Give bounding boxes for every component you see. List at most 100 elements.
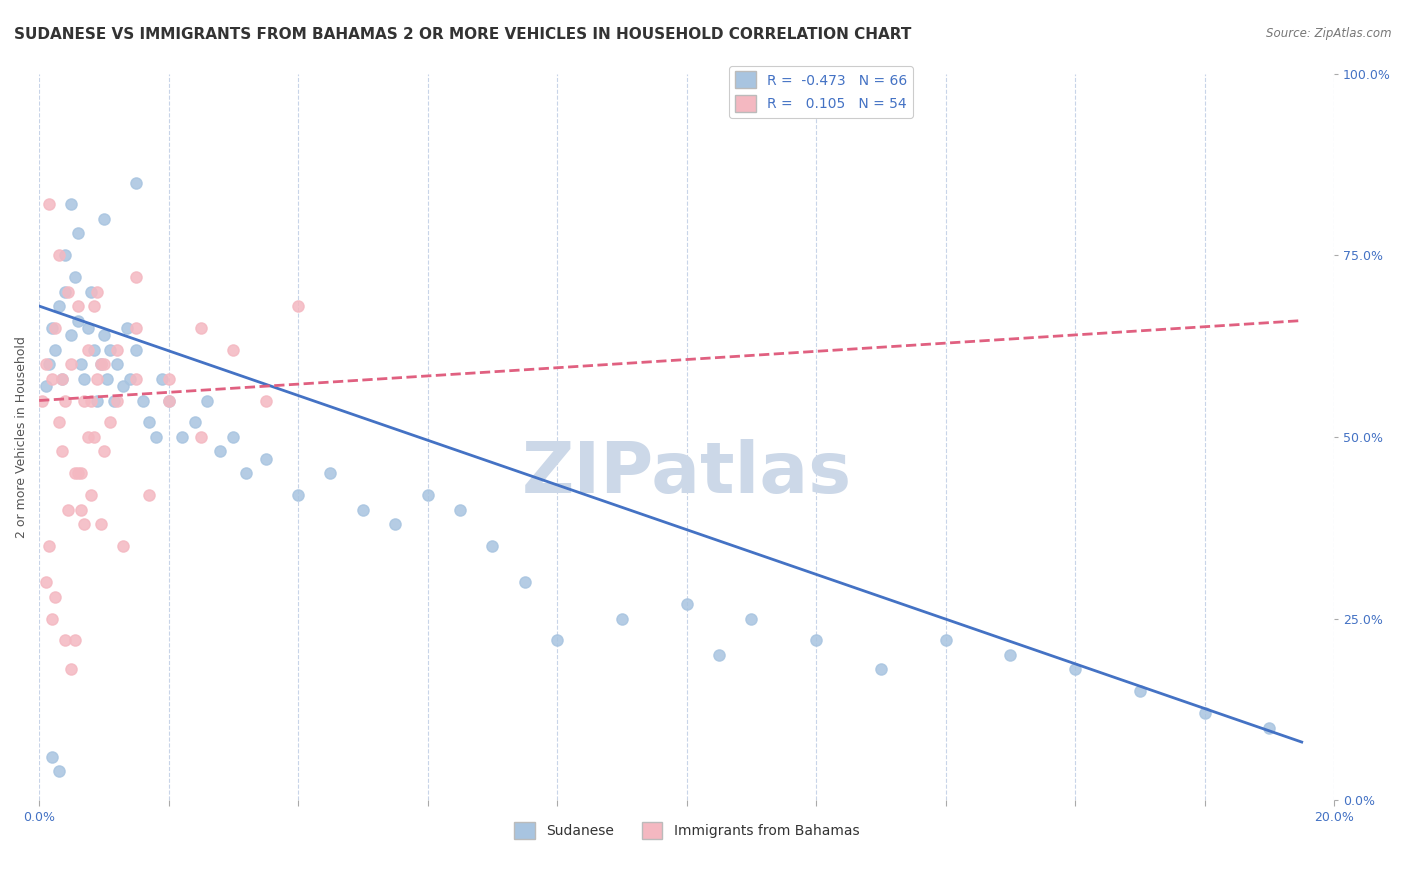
- Point: [38, 197, 60, 211]
- Point: [125, 343, 148, 357]
- Point: [41, 372, 63, 386]
- Y-axis label: 2 or more Vehicles in Household: 2 or more Vehicles in Household: [15, 336, 28, 538]
- Point: [53, 633, 76, 648]
- Point: [34, 357, 56, 371]
- Point: [76, 430, 98, 444]
- Point: [51, 444, 73, 458]
- Point: [209, 444, 232, 458]
- Point: [190, 430, 212, 444]
- Point: [93, 328, 115, 343]
- Point: [60, 662, 83, 676]
- Point: [38, 357, 60, 371]
- Point: [112, 539, 135, 553]
- Point: [157, 372, 180, 386]
- Point: [1194, 706, 1216, 720]
- Point: [58, 502, 80, 516]
- Point: [112, 379, 135, 393]
- Point: [83, 343, 105, 357]
- Point: [105, 343, 128, 357]
- Point: [1129, 684, 1152, 698]
- Point: [51, 372, 73, 386]
- Point: [80, 393, 103, 408]
- Point: [90, 517, 112, 532]
- Point: [93, 211, 115, 226]
- Point: [98, 343, 121, 357]
- Point: [804, 633, 827, 648]
- Point: [63, 633, 86, 648]
- Point: [60, 197, 83, 211]
- Point: [76, 343, 98, 357]
- Point: [352, 502, 374, 516]
- Point: [66, 299, 89, 313]
- Point: [105, 357, 128, 371]
- Point: [90, 357, 112, 371]
- Point: [73, 372, 96, 386]
- Point: [675, 597, 697, 611]
- Point: [58, 285, 80, 299]
- Point: [53, 393, 76, 408]
- Point: [73, 393, 96, 408]
- Point: [41, 749, 63, 764]
- Point: [90, 357, 112, 371]
- Text: SUDANESE VS IMMIGRANTS FROM BAHAMAS 2 OR MORE VEHICLES IN HOUSEHOLD CORRELATION : SUDANESE VS IMMIGRANTS FROM BAHAMAS 2 OR…: [14, 27, 911, 42]
- Point: [31, 393, 53, 408]
- Point: [513, 575, 536, 590]
- Legend: Sudanese, Immigrants from Bahamas: Sudanese, Immigrants from Bahamas: [509, 816, 865, 844]
- Point: [449, 502, 471, 516]
- Point: [38, 539, 60, 553]
- Point: [118, 372, 141, 386]
- Point: [44, 343, 66, 357]
- Point: [48, 299, 70, 313]
- Point: [170, 430, 193, 444]
- Text: Source: ZipAtlas.com: Source: ZipAtlas.com: [1267, 27, 1392, 40]
- Point: [287, 299, 309, 313]
- Point: [935, 633, 957, 648]
- Point: [86, 372, 108, 386]
- Point: [86, 393, 108, 408]
- Point: [76, 321, 98, 335]
- Point: [157, 393, 180, 408]
- Point: [63, 270, 86, 285]
- Point: [103, 393, 125, 408]
- Point: [254, 393, 277, 408]
- Point: [93, 444, 115, 458]
- Point: [83, 299, 105, 313]
- Point: [190, 321, 212, 335]
- Point: [70, 502, 93, 516]
- Point: [41, 321, 63, 335]
- Point: [150, 372, 173, 386]
- Point: [707, 648, 730, 662]
- Point: [869, 662, 891, 676]
- Point: [125, 321, 148, 335]
- Point: [115, 321, 138, 335]
- Point: [1258, 721, 1281, 735]
- Point: [73, 517, 96, 532]
- Point: [197, 393, 219, 408]
- Point: [80, 285, 103, 299]
- Point: [319, 466, 342, 480]
- Point: [610, 611, 633, 625]
- Point: [222, 343, 245, 357]
- Point: [138, 488, 160, 502]
- Point: [254, 451, 277, 466]
- Point: [222, 430, 245, 444]
- Point: [138, 415, 160, 429]
- Point: [105, 393, 128, 408]
- Point: [70, 357, 93, 371]
- Point: [384, 517, 406, 532]
- Point: [60, 357, 83, 371]
- Point: [44, 590, 66, 604]
- Point: [83, 430, 105, 444]
- Point: [416, 488, 439, 502]
- Point: [48, 248, 70, 262]
- Point: [481, 539, 503, 553]
- Point: [145, 430, 167, 444]
- Point: [34, 575, 56, 590]
- Point: [60, 328, 83, 343]
- Point: [125, 270, 148, 285]
- Point: [63, 466, 86, 480]
- Point: [66, 466, 89, 480]
- Text: ZIPatlas: ZIPatlas: [522, 439, 852, 508]
- Point: [41, 611, 63, 625]
- Point: [183, 415, 205, 429]
